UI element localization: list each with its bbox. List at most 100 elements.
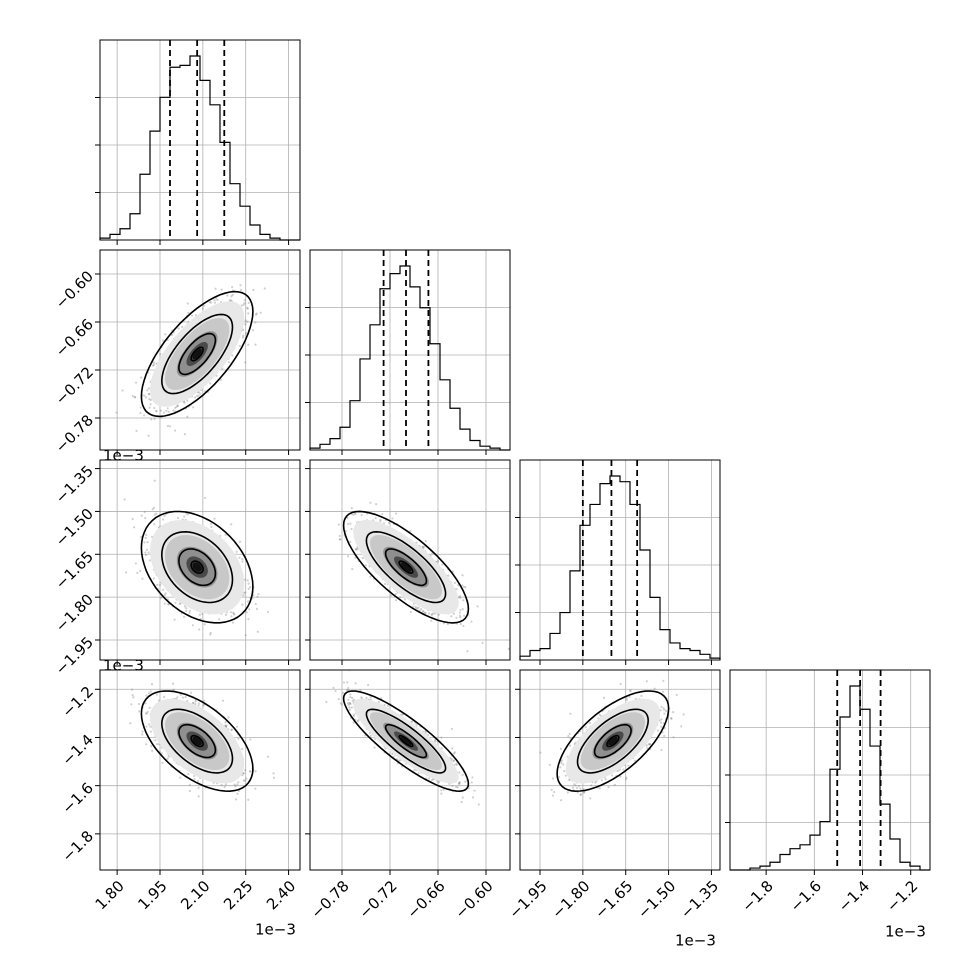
scatter-point [177, 327, 180, 330]
scatter-point [672, 710, 675, 714]
scatter-point [352, 714, 355, 718]
scatter-point [459, 622, 462, 626]
scatter-point [659, 721, 663, 724]
scatter-point [241, 557, 244, 561]
scatter-point [131, 517, 134, 521]
scatter-point [183, 515, 186, 518]
scatter-point [434, 740, 437, 743]
scatter-point [607, 786, 610, 789]
x-tick-label: −1.4 [835, 877, 873, 915]
scatter-point [145, 548, 148, 551]
scatter-point [566, 791, 569, 794]
scatter-panel [310, 670, 510, 870]
scatter-point [188, 609, 192, 613]
scatter-point [186, 513, 189, 516]
scatter-point [364, 564, 367, 567]
scatter-point [172, 409, 175, 412]
scatter-point [461, 574, 464, 577]
scatter-point [573, 783, 576, 786]
scatter-point [158, 583, 162, 587]
histogram-step [730, 685, 930, 871]
scatter-point [146, 389, 149, 392]
scatter-point [664, 709, 668, 713]
scatter-point [462, 614, 466, 617]
scatter-point [455, 616, 458, 619]
scatter-point [357, 719, 360, 722]
scatter-point [224, 724, 227, 727]
density-fill [400, 562, 412, 572]
scatter-point [163, 514, 166, 518]
y-tick-label: −1.80 [52, 590, 97, 635]
scatter-point [149, 690, 152, 693]
scatter-point [350, 706, 353, 709]
scatter-point [452, 760, 455, 763]
scatter-point [183, 433, 186, 436]
scatter-point [241, 774, 244, 777]
scatter-point [244, 323, 247, 326]
scatter-point [569, 744, 572, 747]
scatter-point [436, 559, 440, 563]
hist-frame [729, 669, 931, 871]
scatter-point [247, 617, 250, 621]
scatter-point [236, 792, 239, 795]
scatter-point [218, 618, 221, 621]
scatter-point [550, 788, 553, 791]
scatter-point [338, 538, 341, 541]
scatter-point [399, 596, 402, 599]
scatter-point [350, 527, 353, 531]
scatter-point [660, 748, 663, 752]
scatter-point [583, 790, 586, 794]
scatter-point [559, 766, 562, 769]
scatter-point [359, 688, 362, 692]
x-offset-label: 1e−3 [255, 921, 296, 939]
scatter-point [147, 392, 151, 396]
scatter-point [600, 779, 603, 782]
scatter-point [332, 686, 335, 689]
scatter-point [244, 319, 247, 322]
scatter-point [231, 621, 234, 624]
scatter-point [209, 301, 212, 304]
scatter-point [579, 787, 582, 790]
scatter-point [365, 696, 368, 700]
scatter-point [589, 797, 592, 800]
scatter-point [680, 725, 683, 728]
scatter-point [247, 301, 250, 305]
scatter-point [143, 541, 146, 544]
scatter-point [145, 712, 148, 715]
scatter-point [373, 746, 376, 749]
scatter-point [450, 757, 453, 761]
scatter-point [197, 702, 200, 705]
y-tick-label: −1.50 [52, 505, 97, 550]
scatter-point [144, 396, 148, 399]
scatter-point [559, 747, 562, 750]
x-tick-label: −1.80 [548, 877, 593, 922]
x-tick-label: 2.25 [220, 877, 256, 913]
scatter-point [379, 520, 382, 523]
scatter-point [242, 336, 245, 339]
scatter-point [209, 631, 212, 634]
density-contour [365, 708, 447, 774]
scatter-point [477, 803, 480, 806]
scatter-point [577, 785, 580, 788]
scatter-point [231, 354, 234, 357]
scatter-point [440, 792, 443, 795]
scatter-point [369, 501, 372, 504]
scatter-point [394, 512, 398, 515]
scatter-point [663, 734, 666, 738]
scatter-point [645, 680, 648, 683]
scatter-point [660, 725, 663, 728]
scatter-point [151, 364, 155, 367]
scatter-point [627, 764, 630, 767]
scatter-point [203, 699, 206, 702]
scatter-point [145, 725, 148, 728]
scatter-point [242, 334, 245, 337]
scatter-point [598, 787, 601, 790]
scatter-point [255, 312, 258, 315]
scatter-point [456, 786, 459, 789]
scatter-point [199, 392, 202, 395]
scatter-point [144, 516, 147, 520]
scatter-point [602, 696, 606, 699]
scatter-point [201, 612, 204, 616]
scatter-point [675, 693, 678, 696]
scatter-point [181, 696, 185, 699]
